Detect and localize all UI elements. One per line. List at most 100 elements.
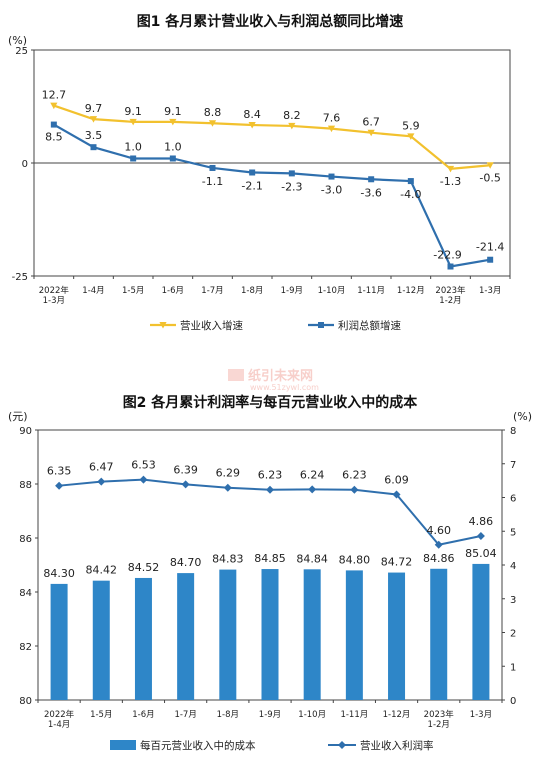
chart-2-bar-10 xyxy=(472,563,490,700)
chart-2-ytick-right-3: 3 xyxy=(510,595,516,606)
watermark-url: www.51zywl.com xyxy=(250,383,319,392)
chart-2-xtick-9-line-1: 1-2月 xyxy=(428,720,450,730)
chart-2-line-point-10 xyxy=(476,531,485,540)
chart-1-series-0-label-7: 7.6 xyxy=(323,112,341,125)
chart-1-series-0-label-0: 12.7 xyxy=(42,89,67,102)
chart-1-series-0-label-11: -0.5 xyxy=(479,171,500,184)
chart-2-bar-label-7: 84.80 xyxy=(339,553,371,566)
watermark-logo-icon xyxy=(228,369,244,381)
chart-1-xtick-8-line-0: 1-11月 xyxy=(357,286,385,296)
chart-2-bar-7 xyxy=(345,570,363,700)
chart-2-ytick-left-5: 90 xyxy=(19,426,32,437)
chart-2-bar-3 xyxy=(177,573,195,700)
chart-1-ytick-1: 0 xyxy=(22,159,28,170)
chart-1-xtick-0-line-0: 2022年 xyxy=(39,285,70,296)
chart-1-series-0-point-1 xyxy=(89,116,98,123)
chart-1-series-1-label-5: -2.1 xyxy=(241,179,262,192)
chart-2-bar-9 xyxy=(430,568,448,700)
chart-1-series-1-point-10 xyxy=(447,263,454,270)
chart-2-xtick-2-line-0: 1-6月 xyxy=(132,710,154,720)
chart-2-line-point-1 xyxy=(97,477,106,486)
chart-2-line-point-8 xyxy=(392,490,401,499)
chart-1-series-0-point-3 xyxy=(169,118,177,126)
chart-1-xtick-4-line-0: 1-7月 xyxy=(201,286,223,296)
chart-1-series: 12.7 9.7 9.1 9.1 8.8 8.4 8.2 7.6 6.7 5.9 -1.3 -0.5 8… xyxy=(42,89,504,270)
chart-2-ytick-left-4: 88 xyxy=(19,480,32,491)
chart-1-series-0-point-5 xyxy=(248,122,256,129)
chart-1-xtick-7-line-0: 1-10月 xyxy=(318,286,346,296)
chart-1-series-1-point-2 xyxy=(130,155,137,162)
chart-1-ylabel: (%) xyxy=(8,34,27,47)
chart-2-ytick-right-4: 4 xyxy=(510,561,516,572)
chart-2-ytick-right-2: 2 xyxy=(510,629,516,640)
chart-1-xtick-3-line-0: 1-6月 xyxy=(162,286,184,296)
chart-1-series-1-label-1: 3.5 xyxy=(85,129,103,142)
chart-2-line-label-7: 6.23 xyxy=(342,469,367,482)
chart-1: 图1 各月累计营业收入与利润总额同比增速 (%) 250-25 2022年1-3… xyxy=(8,13,511,332)
chart-1-series-1-label-8: -3.6 xyxy=(360,186,381,199)
chart-2-xtick-9-line-0: 2023年 xyxy=(424,709,455,720)
chart-2-ytick-left-1: 82 xyxy=(19,642,32,653)
chart-1-series-0-label-2: 9.1 xyxy=(124,105,142,118)
chart-2-ylabel-left: (元) xyxy=(8,410,28,423)
chart-1-xtick-10-line-0: 2023年 xyxy=(435,285,466,296)
chart-1-xtick-1-line-0: 1-4月 xyxy=(82,286,104,296)
chart-2-line-label-8: 6.09 xyxy=(384,473,409,486)
chart-2-ytick-right-5: 5 xyxy=(510,527,516,538)
chart-1-legend: 营业收入增速 利润总额增速 xyxy=(150,319,401,332)
chart-2-xtick-6-line-0: 1-10月 xyxy=(298,710,326,720)
chart-1-series-0-point-7 xyxy=(327,125,336,133)
chart-2-bar-4 xyxy=(219,569,237,700)
chart-2-line: 6.35 6.47 6.53 6.39 6.29 6.23 6.24 6.23 6.09 4.60… xyxy=(47,459,493,549)
chart-2-title: 图2 各月累计利润率与每百元营业收入中的成本 xyxy=(123,394,419,411)
chart-1-series-1-label-10: -22.9 xyxy=(433,249,461,262)
chart-2-line-point-0 xyxy=(55,481,64,490)
chart-1-series-0-point-0 xyxy=(50,102,58,110)
chart-2-ytick-right-6: 6 xyxy=(510,494,516,505)
chart-2-bars: 84.30 84.42 84.52 84.70 84.83 84.85 84.84 84.80… xyxy=(43,547,497,700)
chart-2: 图2 各月累计利润率与每百元营业收入中的成本 (元) (%) 808284868… xyxy=(8,394,532,752)
chart-1-series-0-line xyxy=(53,104,491,171)
chart-1-series-0-point-2 xyxy=(129,118,137,126)
chart-1-series-1-point-5 xyxy=(249,169,256,176)
chart-2-line-point-3 xyxy=(181,480,190,489)
chart-1-series-1-label-0: 8.5 xyxy=(45,131,63,144)
chart-2-line-point-4 xyxy=(223,483,232,492)
chart-1-xtick-0-line-1: 1-3月 xyxy=(43,296,65,306)
chart-1-xtick-6-line-0: 1-9月 xyxy=(281,286,303,296)
chart-2-xtick-8-line-0: 1-12月 xyxy=(383,710,411,720)
chart-2-ytick-right-1: 1 xyxy=(510,662,516,673)
chart-1-ytick-2: -25 xyxy=(12,272,28,283)
chart-1-legend-label-1: 利润总额增速 xyxy=(338,319,401,332)
chart-2-line-label-2: 6.53 xyxy=(131,459,156,472)
chart-1-series-1-label-11: -21.4 xyxy=(476,241,504,254)
chart-2-line-label-5: 6.23 xyxy=(258,469,283,482)
chart-2-y-ticks: 80 82 84 86 88 90 0 1 2 3 4 5 6 7 8 xyxy=(19,426,516,707)
chart-1-series-0-label-5: 8.4 xyxy=(243,108,261,121)
chart-1-series-0-point-6 xyxy=(288,122,296,130)
chart-1-series-1-point-1 xyxy=(90,144,97,151)
chart-2-line-point-9 xyxy=(434,540,443,549)
chart-1-series-0-label-1: 9.7 xyxy=(85,102,103,115)
chart-2-line-label-1: 6.47 xyxy=(89,461,114,474)
chart-2-legend-label-0: 每百元营业收入中的成本 xyxy=(140,739,256,752)
chart-2-legend-swatch-0 xyxy=(110,740,136,750)
chart-2-bar-label-1: 84.42 xyxy=(86,564,118,577)
chart-2-line-label-6: 6.24 xyxy=(300,468,325,481)
chart-1-series-1-label-2: 1.0 xyxy=(124,140,142,153)
chart-2-ytick-right-8: 8 xyxy=(510,426,516,437)
chart-2-line-label-0: 6.35 xyxy=(47,465,72,478)
chart-2-ylabel-right: (%) xyxy=(513,410,532,423)
chart-1-series-1-point-6 xyxy=(288,170,295,177)
chart-1-series-0-point-4 xyxy=(208,120,217,127)
chart-2-line-label-4: 6.29 xyxy=(216,467,241,480)
chart-2-bar-5 xyxy=(261,569,279,700)
chart-1-series-0-point-9 xyxy=(407,133,415,140)
chart-2-bar-0 xyxy=(50,583,68,700)
chart-1-series-0-label-4: 8.8 xyxy=(204,106,222,119)
chart-2-xtick-5-line-0: 1-9月 xyxy=(259,710,281,720)
chart-1-series-1-line xyxy=(53,123,491,268)
chart-2-line-point-2 xyxy=(139,475,148,484)
chart-1-xtick-10-line-1: 1-2月 xyxy=(439,296,461,306)
